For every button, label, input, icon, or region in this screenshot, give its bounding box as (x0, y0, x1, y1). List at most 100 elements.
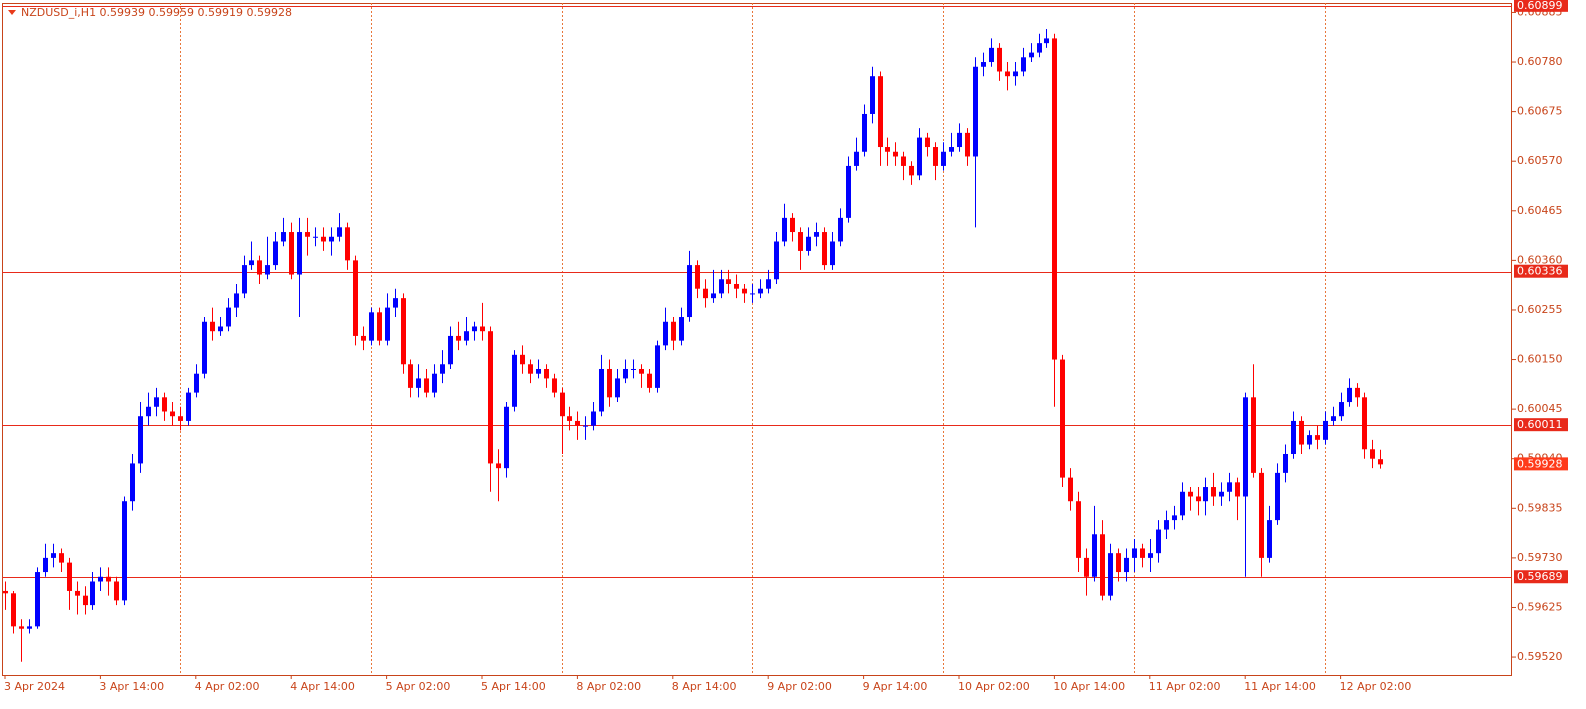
candle-body (1068, 477, 1073, 502)
candle-body (162, 397, 167, 412)
candle-body (758, 288, 763, 294)
candle-body (83, 595, 88, 606)
candle-body (512, 354, 517, 407)
candle-body (19, 626, 24, 629)
candle-body (798, 232, 803, 251)
candle-body (35, 572, 40, 627)
candle-body (822, 232, 827, 266)
y-tick-label: 0.60675 (1517, 105, 1563, 118)
candle-body (321, 236, 326, 242)
candle-body (631, 368, 636, 370)
candle-body (138, 416, 143, 464)
candle-body (210, 321, 215, 332)
candle-body (1347, 387, 1352, 403)
candle-body (43, 557, 48, 573)
candle-body (385, 307, 390, 341)
candle-body (957, 132, 962, 148)
candle-body (1235, 482, 1240, 497)
candle-body (782, 217, 787, 242)
candle-body (1307, 435, 1312, 445)
y-tick-label: 0.60780 (1517, 55, 1563, 68)
y-tick-label: 0.59835 (1517, 501, 1563, 514)
candle-body (448, 335, 453, 365)
candle-body (870, 76, 875, 114)
x-tick-label: 3 Apr 2024 (4, 680, 65, 693)
candle-body (838, 217, 843, 242)
candle-body (711, 293, 716, 299)
candle-body (806, 236, 811, 251)
x-tick-label: 11 Apr 02:00 (1149, 680, 1221, 693)
x-tick-label: 11 Apr 14:00 (1244, 680, 1316, 693)
candle-body (560, 392, 565, 417)
candle-body (830, 241, 835, 266)
candle-body (170, 411, 175, 417)
x-tick-label: 9 Apr 02:00 (767, 680, 832, 693)
candle-body (242, 265, 247, 294)
candle-body (567, 416, 572, 421)
candle-body (75, 590, 80, 596)
candle-body (766, 279, 771, 289)
candle-body (1021, 57, 1026, 72)
y-tick-label: 0.60255 (1517, 303, 1563, 316)
y-tick-label: 0.60360 (1517, 253, 1563, 266)
candle-body (615, 378, 620, 398)
candle-body (504, 406, 509, 469)
candle-body (671, 321, 676, 341)
price-tag-label: 0.59689 (1517, 570, 1563, 583)
candle-body (1227, 482, 1232, 492)
candle-body (1275, 472, 1280, 521)
candle-body (1259, 472, 1264, 558)
candle-body (663, 321, 668, 346)
candle-body (393, 298, 398, 308)
candle-body (1299, 420, 1304, 445)
candle-body (226, 307, 231, 327)
candle-body (1132, 548, 1137, 558)
candle-body (1283, 453, 1288, 473)
candle-body (1370, 449, 1375, 459)
candle-body (1156, 529, 1161, 554)
candle-body (114, 581, 119, 601)
x-tick-label: 9 Apr 14:00 (863, 680, 928, 693)
price-tag (1514, 570, 1568, 584)
candle-body (480, 326, 485, 332)
price-tag (1514, 457, 1568, 471)
candle-body (742, 288, 747, 294)
candle-body (249, 260, 254, 266)
price-tag-label: 0.60899 (1517, 0, 1563, 12)
candle-body (536, 368, 541, 374)
candle-body (544, 368, 549, 379)
candle-body (305, 232, 310, 237)
candle-body (1092, 534, 1097, 577)
candle-body (1219, 491, 1224, 497)
candle-body (1052, 38, 1057, 360)
candle-body (1164, 520, 1169, 530)
candle-body (687, 265, 692, 318)
candle-body (1044, 38, 1049, 44)
x-tick-label: 4 Apr 14:00 (290, 680, 355, 693)
candle-body (623, 368, 628, 379)
y-tick-label: 0.60150 (1517, 353, 1563, 366)
candle-body (1315, 435, 1320, 440)
candle-body (726, 279, 731, 284)
candle-body (1211, 487, 1216, 497)
candle-body (401, 298, 406, 365)
candle-body (607, 368, 612, 398)
candle-body (1060, 359, 1065, 478)
candle-body (591, 411, 596, 426)
candle-body (989, 47, 994, 63)
candle-body (377, 312, 382, 341)
candle-body (1172, 515, 1177, 521)
candle-body (909, 165, 914, 176)
candle-body (552, 378, 557, 393)
y-tick-label: 0.60465 (1517, 204, 1563, 217)
x-tick-label: 10 Apr 14:00 (1053, 680, 1125, 693)
candle-body (353, 260, 358, 336)
x-tick-label: 10 Apr 02:00 (958, 680, 1030, 693)
x-tick-label: 4 Apr 02:00 (195, 680, 260, 693)
y-tick-label: 0.60045 (1517, 402, 1563, 415)
candle-body (885, 147, 890, 152)
candle-body (734, 283, 739, 289)
candle-body (695, 265, 700, 289)
candle-body (854, 151, 859, 166)
price-tag-label: 0.60011 (1517, 418, 1563, 431)
